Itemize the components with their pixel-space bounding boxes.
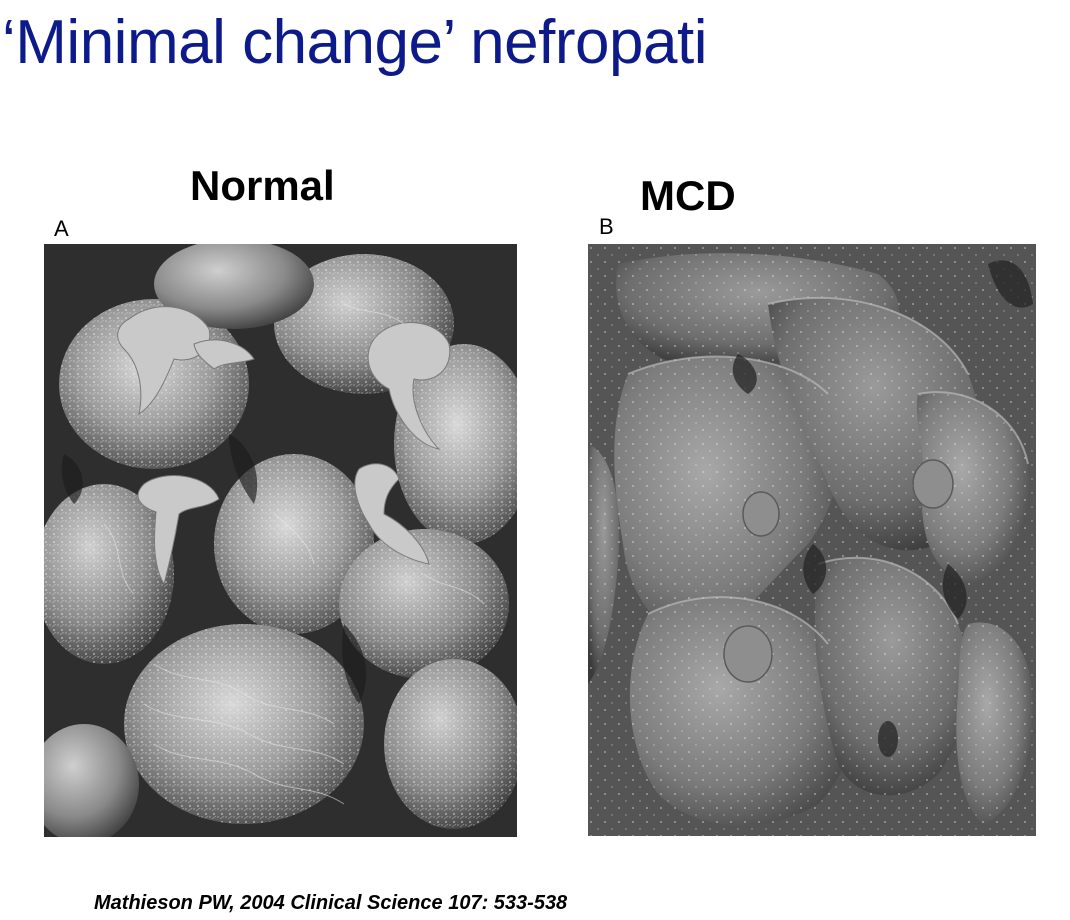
micrograph-mcd-image	[588, 244, 1036, 836]
panel-letter-a: A	[54, 216, 69, 241]
micrograph-normal-image	[44, 244, 517, 837]
micrograph-normal	[44, 244, 517, 837]
citation: Mathieson PW, 2004 Clinical Science 107:…	[94, 892, 568, 914]
slide-title: ‘Minimal change’ nefropati	[2, 8, 707, 77]
micrograph-mcd	[588, 244, 1036, 836]
panel-heading-mcd: MCD	[640, 172, 736, 219]
panel-letter-b: B	[599, 214, 614, 239]
panel-heading-normal: Normal	[190, 162, 335, 209]
